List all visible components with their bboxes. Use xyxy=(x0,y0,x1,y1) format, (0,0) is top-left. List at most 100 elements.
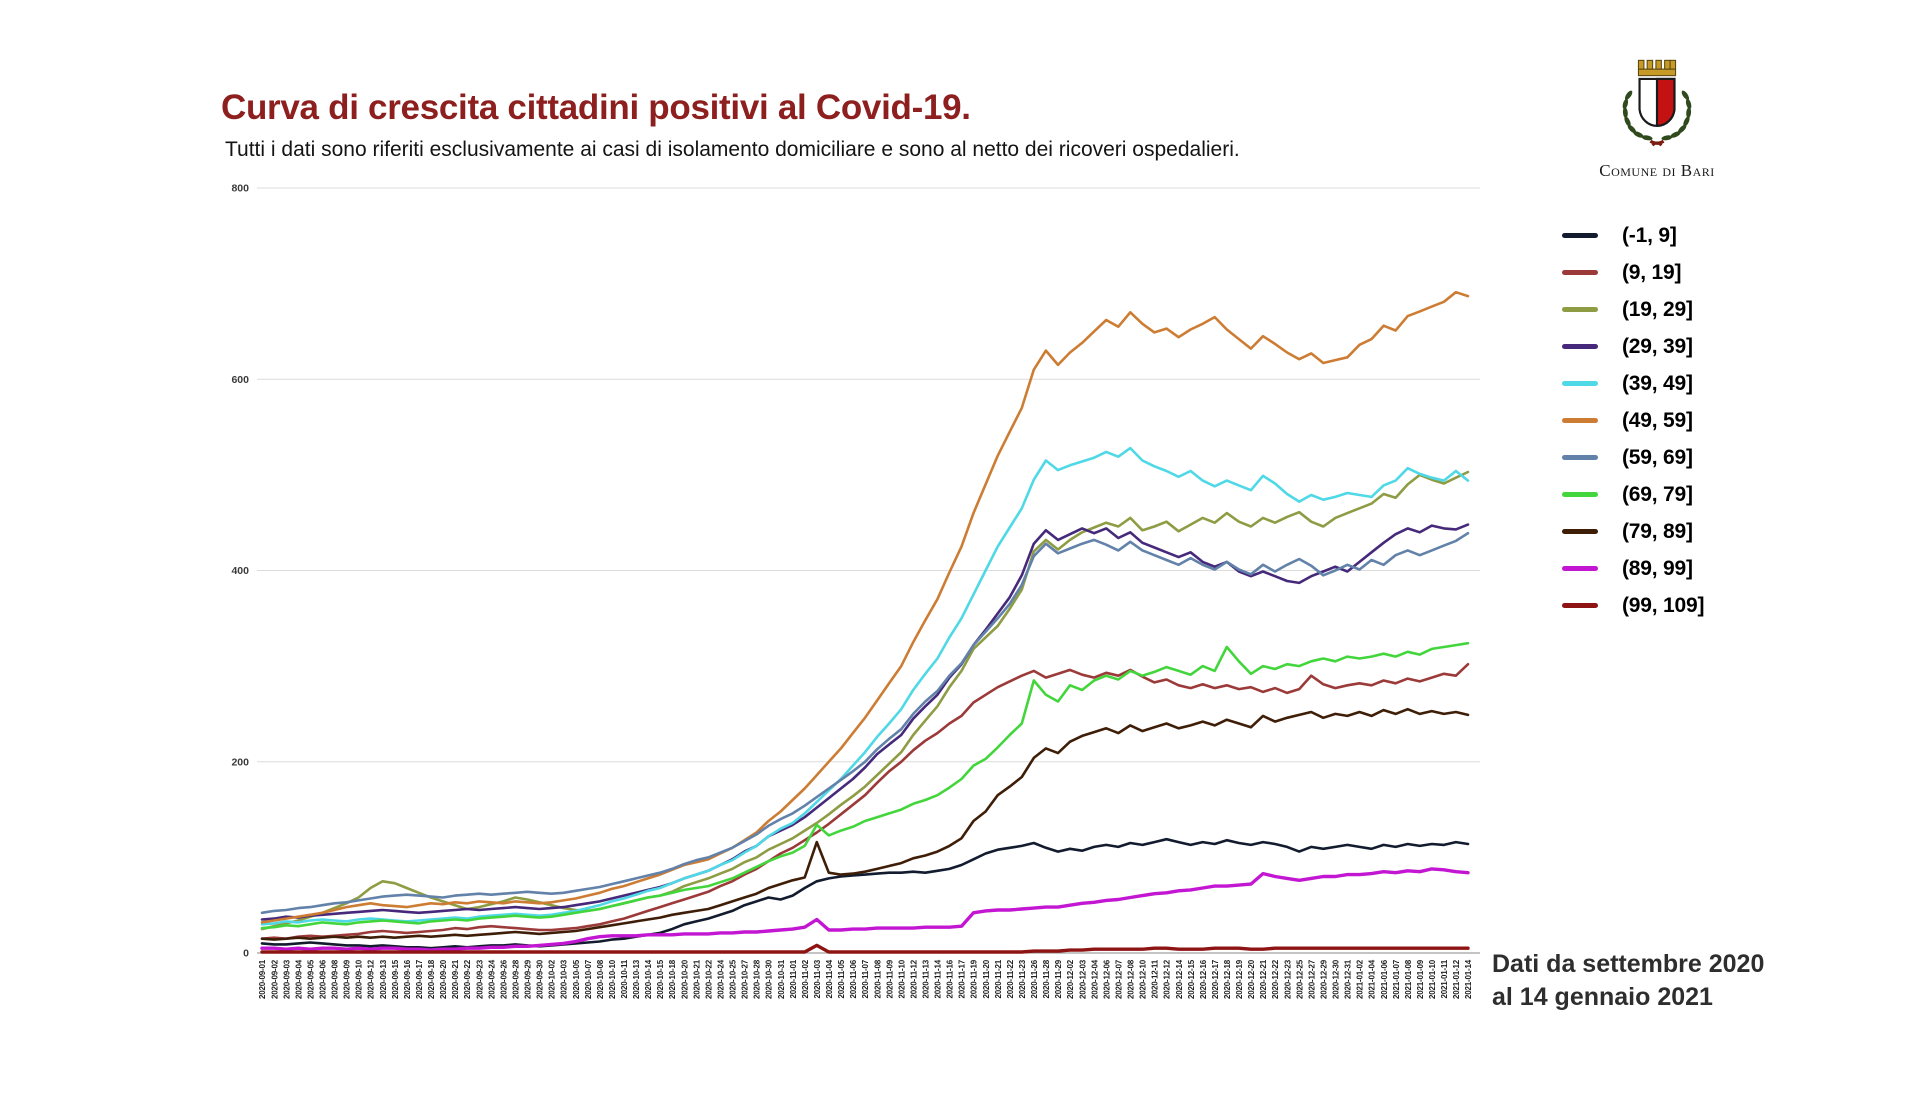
legend-item: (49, 59] xyxy=(1562,409,1704,432)
x-axis-tick-label: 2021-01-02 xyxy=(1356,959,1365,999)
series-layer xyxy=(260,290,1470,954)
x-axis-tick-label: 2020-09-04 xyxy=(294,959,303,999)
x-axis-tick-label: 2020-11-21 xyxy=(994,959,1003,998)
x-axis-tick-label: 2020-12-31 xyxy=(1344,959,1353,999)
x-axis-tick-label: 2021-01-07 xyxy=(1392,959,1401,999)
legend-item: (29, 39] xyxy=(1562,335,1704,358)
x-axis-tick-label: 2020-10-14 xyxy=(644,959,653,999)
x-axis-tick-label: 2020-11-12 xyxy=(909,959,918,998)
x-axis-tick-label: 2021-01-08 xyxy=(1404,959,1413,999)
y-axis-tick-label: 0 xyxy=(243,948,249,960)
x-axis-tick-label: 2020-12-21 xyxy=(1259,959,1268,999)
x-axis-tick-label: 2020-09-12 xyxy=(367,959,376,999)
comune-di-bari-crest-icon xyxy=(1622,59,1692,147)
x-axis-tick-label: 2020-11-06 xyxy=(849,959,858,998)
x-axis-tick-label: 2020-10-15 xyxy=(656,959,665,999)
legend-swatch xyxy=(1562,270,1598,275)
footnote-line-1: Dati da settembre 2020 xyxy=(1492,950,1765,978)
x-axis-tick-label: 2020-10-20 xyxy=(680,959,689,999)
x-axis-tick-label: 2021-01-06 xyxy=(1380,959,1389,999)
series-line-1929 xyxy=(260,470,1470,931)
x-axis-tick-label: 2020-12-14 xyxy=(1175,959,1184,999)
x-axis-tick-label: 2021-01-14 xyxy=(1464,959,1473,999)
series-line-5969 xyxy=(260,531,1470,915)
x-axis-tick-label: 2020-12-22 xyxy=(1271,959,1280,999)
legend-swatch xyxy=(1562,418,1598,423)
x-axis-tick-label: 2020-11-19 xyxy=(970,959,979,998)
x-axis-tick-label: 2020-09-15 xyxy=(391,959,400,999)
x-axis-tick-label: 2020-12-19 xyxy=(1235,959,1244,999)
series-line-7989 xyxy=(260,707,1470,941)
x-axis-tick-label: 2020-09-01 xyxy=(258,959,267,999)
x-axis-tick-label: 2020-12-08 xyxy=(1127,959,1136,999)
legend-swatch xyxy=(1562,381,1598,386)
x-axis-tick-label: 2021-01-10 xyxy=(1428,959,1437,999)
x-axis-tick-label: 2020-09-22 xyxy=(463,959,472,999)
x-axis-tick-label: 2020-11-03 xyxy=(813,959,822,998)
x-axis-tick-label: 2020-11-10 xyxy=(897,959,906,998)
x-axis-tick-label: 2020-09-10 xyxy=(355,959,364,999)
legend-item: (69, 79] xyxy=(1562,483,1704,506)
legend-label: (-1, 9] xyxy=(1622,223,1677,247)
x-axis-tick-label: 2020-10-02 xyxy=(548,959,557,999)
x-axis-tick-label: 2020-12-17 xyxy=(1211,959,1220,999)
x-axis-tick-label: 2020-10-08 xyxy=(596,959,605,999)
date-range-footnote: Dati da settembre 2020 al 14 gennaio 202… xyxy=(1492,948,1764,1013)
comune-di-bari-logo: Comune di Bari xyxy=(1572,56,1742,181)
x-axis-tick-label: 2020-12-15 xyxy=(1187,959,1196,999)
x-axis-tick-label: 2020-12-04 xyxy=(1090,959,1099,999)
x-axis-tick-label: 2020-12-03 xyxy=(1078,959,1087,999)
y-axis-tick-label: 800 xyxy=(231,183,249,195)
x-axis-tick-label: 2020-10-22 xyxy=(704,959,713,999)
crown-icon xyxy=(1637,59,1677,77)
x-axis-tick-label: 2020-11-17 xyxy=(958,959,967,998)
series-line-8999 xyxy=(260,867,1470,952)
x-axis-tick-label: 2020-09-28 xyxy=(511,959,520,999)
legend-item: (89, 99] xyxy=(1562,557,1704,580)
x-axis-tick-label: 2020-09-13 xyxy=(379,959,388,999)
x-axis-tick-label: 2020-11-29 xyxy=(1054,959,1063,998)
series-line--19 xyxy=(260,837,1470,950)
x-axis-tick-label: 2021-01-12 xyxy=(1452,959,1461,999)
legend-item: (-1, 9] xyxy=(1562,224,1704,247)
x-axis-tick-label: 2020-12-11 xyxy=(1151,959,1160,998)
legend-label: (89, 99] xyxy=(1622,556,1693,580)
x-axis-tick-label: 2020-10-03 xyxy=(560,959,569,999)
x-axis-tick-label: 2020-09-30 xyxy=(536,959,545,999)
x-axis-tick-label: 2020-09-23 xyxy=(475,959,484,999)
x-axis-tick-label: 2020-11-05 xyxy=(837,959,846,998)
x-axis-tick-label: 2020-12-20 xyxy=(1247,959,1256,999)
x-axis-tick-label: 2020-12-07 xyxy=(1114,959,1123,999)
x-axis-tick-label: 2020-09-26 xyxy=(499,959,508,999)
legend-item: (39, 49] xyxy=(1562,372,1704,395)
y-axis-tick-label: 400 xyxy=(231,565,249,577)
x-axis-tick-label: 2020-12-27 xyxy=(1307,959,1316,999)
x-axis-tick-label: 2020-10-25 xyxy=(729,959,738,999)
x-axis-tick-label: 2020-10-21 xyxy=(692,959,701,999)
x-axis-tick-label: 2020-12-12 xyxy=(1163,959,1172,999)
x-axis-tick-label: 2020-09-17 xyxy=(415,959,424,999)
x-axis-tick-label: 2020-09-06 xyxy=(319,959,328,999)
legend-item: (99, 109] xyxy=(1562,594,1704,617)
x-axis-tick-label: 2020-09-20 xyxy=(439,959,448,999)
legend-swatch xyxy=(1562,492,1598,497)
legend-label: (79, 89] xyxy=(1622,519,1693,543)
logo-caption: Comune di Bari xyxy=(1599,161,1715,180)
series-line-4959 xyxy=(260,290,1470,924)
x-axis-tick-label: 2020-10-07 xyxy=(584,959,593,999)
legend-label: (59, 69] xyxy=(1622,445,1693,469)
legend-label: (19, 29] xyxy=(1622,297,1693,321)
x-axis-tick-label: 2020-10-05 xyxy=(572,959,581,999)
x-axis-tick-label: 2020-09-05 xyxy=(306,959,315,999)
x-axis-tick-label: 2020-11-09 xyxy=(885,959,894,998)
legend-label: (29, 39] xyxy=(1622,334,1693,358)
chart-legend: (-1, 9] (9, 19] (19, 29] (29, 39] (39, 49] (4… xyxy=(1562,224,1704,631)
x-axis-tick-label: 2020-12-06 xyxy=(1102,959,1111,999)
legend-label: (69, 79] xyxy=(1622,482,1693,506)
x-axis-tick-label: 2020-10-31 xyxy=(777,959,786,999)
x-axis-tick-label: 2020-11-23 xyxy=(1018,959,1027,998)
x-axis-tick-label: 2021-01-04 xyxy=(1368,959,1377,999)
x-axis-tick-label: 2021-01-09 xyxy=(1416,959,1425,999)
legend-label: (9, 19] xyxy=(1622,260,1682,284)
